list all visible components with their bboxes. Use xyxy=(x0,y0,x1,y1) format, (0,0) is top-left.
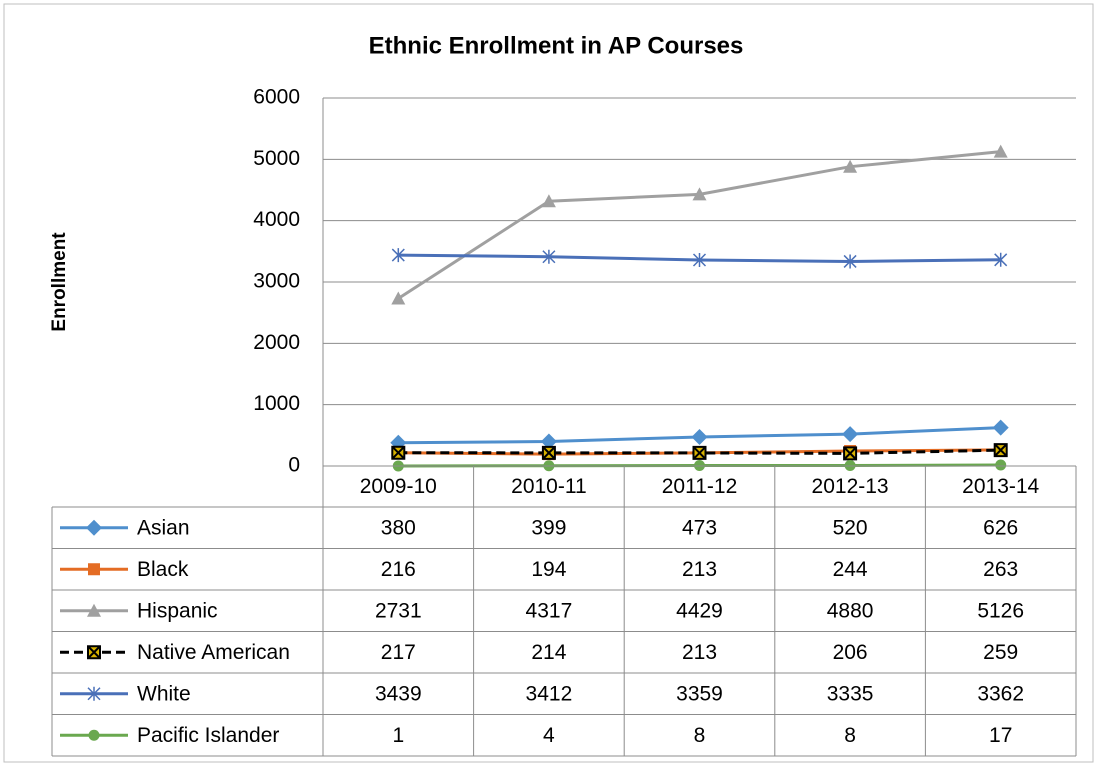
data-point xyxy=(843,159,858,173)
table-value: 3439 xyxy=(375,682,422,705)
y-tick-label: 6000 xyxy=(253,86,300,109)
x-tick-label: 2013-14 xyxy=(962,475,1039,498)
table-value: 8 xyxy=(844,724,856,747)
table-value: 8 xyxy=(694,724,706,747)
data-point xyxy=(691,428,708,445)
table-value: 259 xyxy=(983,641,1018,664)
chart-title: Ethnic Enrollment in AP Courses xyxy=(369,32,744,59)
y-tick-label: 3000 xyxy=(253,270,300,293)
y-tick-label: 5000 xyxy=(253,147,300,170)
data-point xyxy=(993,443,1008,458)
table-value: 244 xyxy=(833,558,868,581)
legend-label: Pacific Islander xyxy=(137,724,279,747)
y-tick-label: 1000 xyxy=(253,392,300,415)
table-value: 3362 xyxy=(977,682,1024,705)
x-tick-label: 2012-13 xyxy=(812,475,889,498)
table-value: 3412 xyxy=(526,682,573,705)
table-value: 17 xyxy=(989,724,1012,747)
table-value: 214 xyxy=(531,641,566,664)
x-tick-label: 2009-10 xyxy=(360,475,437,498)
table-value: 5126 xyxy=(977,599,1024,622)
data-point xyxy=(391,291,406,305)
legend-marker xyxy=(87,686,101,701)
table-value: 399 xyxy=(531,516,566,539)
data-point xyxy=(542,249,556,264)
data-point xyxy=(843,254,857,269)
table-value: 4429 xyxy=(676,599,723,622)
table-value: 380 xyxy=(381,516,416,539)
data-point xyxy=(541,445,556,460)
legend-marker xyxy=(86,519,102,536)
chart-frame xyxy=(3,3,1094,763)
data-point xyxy=(692,187,707,201)
data-point xyxy=(995,459,1007,471)
table-value: 213 xyxy=(682,558,717,581)
y-tick-label: 2000 xyxy=(253,331,300,354)
data-point xyxy=(391,445,406,460)
table-value: 4317 xyxy=(526,599,573,622)
table-value: 3359 xyxy=(676,682,723,705)
table-value: 2731 xyxy=(375,599,422,622)
table-value: 206 xyxy=(833,641,868,664)
table-value: 216 xyxy=(381,558,416,581)
data-point xyxy=(692,252,707,267)
legend-label: White xyxy=(137,682,191,705)
data-point xyxy=(994,252,1008,267)
y-axis-label: Enrollment xyxy=(49,232,70,332)
table-value: 213 xyxy=(682,641,717,664)
data-point xyxy=(541,194,556,208)
legend-marker xyxy=(87,603,101,617)
table-value: 3335 xyxy=(827,682,874,705)
legend-marker xyxy=(88,563,100,576)
legend-marker xyxy=(88,729,100,741)
legend-label: Asian xyxy=(137,516,190,539)
data-point xyxy=(992,419,1009,436)
legend-label: Native American xyxy=(137,641,290,664)
legend-marker xyxy=(87,645,101,660)
legend-label: Hispanic xyxy=(137,599,218,622)
x-tick-label: 2011-12 xyxy=(662,475,738,498)
legend-label: Black xyxy=(137,558,189,581)
table-value: 217 xyxy=(381,641,416,664)
data-point xyxy=(391,248,405,263)
table-value: 520 xyxy=(833,516,868,539)
table-value: 4880 xyxy=(827,599,874,622)
data-point xyxy=(843,446,858,461)
data-point xyxy=(692,445,707,460)
data-point xyxy=(993,144,1008,158)
data-point xyxy=(540,433,557,450)
table-value: 263 xyxy=(983,558,1018,581)
table-value: 194 xyxy=(531,558,566,581)
table-value: 1 xyxy=(392,724,404,747)
table-value: 4 xyxy=(543,724,555,747)
table-value: 626 xyxy=(983,516,1018,539)
y-tick-label: 4000 xyxy=(253,208,300,231)
y-tick-label: 0 xyxy=(288,454,300,477)
table-value: 473 xyxy=(682,516,717,539)
x-tick-label: 2010-11 xyxy=(511,475,587,498)
data-point xyxy=(842,426,859,443)
